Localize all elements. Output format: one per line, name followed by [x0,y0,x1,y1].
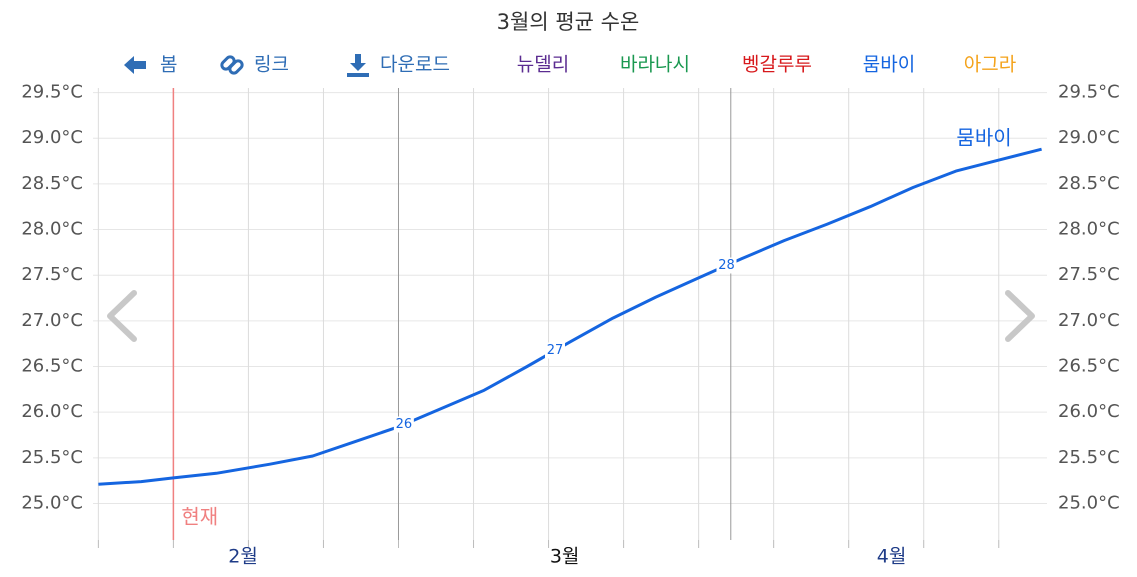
toolbar-label: 봄 [160,54,177,76]
legend-item[interactable]: 아그라 [964,54,1016,76]
toolbar-link[interactable]: 링크 [220,54,289,76]
legend-item[interactable]: 뭄바이 [863,54,915,76]
legend-item[interactable]: 벵갈루루 [742,54,812,76]
y2-tick-label: 25.5°C [1058,447,1120,468]
x-tick-label: 4월 [877,546,907,568]
y2-tick-label: 29.0°C [1058,127,1120,148]
y2-tick-label: 29.5°C [1058,82,1120,103]
y-tick-label: 26.0°C [21,401,83,422]
point-label-bg [393,416,414,433]
back-icon [124,56,146,74]
y2-tick-label: 28.0°C [1058,219,1120,240]
y-tick-label: 25.0°C [21,492,83,513]
plot-area: 25.0°C 25.0°C 25.5°C 25.5°C 26.0°C 26.0°C 26.5… [21,82,1119,568]
series-end-label: 뭄바이 [956,126,1011,150]
y2-tick-label: 28.5°C [1058,173,1120,194]
toolbar-back[interactable]: 봄 [124,54,177,76]
y-tick-label: 28.0°C [21,219,83,240]
y-tick-label: 29.0°C [21,127,83,148]
toolbar-label: 다운로드 [380,54,450,76]
legend-item[interactable]: 바라나시 [620,54,690,76]
y2-tick-label: 27.0°C [1058,310,1120,331]
y-tick-label: 25.5°C [21,447,83,468]
download-icon [347,54,369,77]
point-label-bg [716,257,737,274]
y-tick-label: 28.5°C [21,173,83,194]
y2-tick-label: 27.5°C [1058,264,1120,285]
y-tick-label: 29.5°C [21,82,83,103]
link-icon [220,55,244,75]
y-tick-label: 27.0°C [21,310,83,331]
point-label-bg [544,342,565,359]
legend-item[interactable]: 뉴델리 [517,54,569,76]
nav-prev[interactable] [107,290,137,342]
legend: 뉴델리 바라나시 벵갈루루 뭄바이 아그라 [517,54,1016,76]
toolbar-label: 링크 [254,54,289,76]
toolbar-download[interactable]: 다운로드 [347,54,450,78]
x-tick-label: 3월 [550,546,580,568]
y2-tick-label: 25.0°C [1058,492,1120,513]
line-series [98,147,1042,486]
chart-title: 3월의 평균 수온 [497,10,640,34]
y-tick-label: 27.5°C [21,264,83,285]
y2-tick-label: 26.0°C [1058,401,1120,422]
y2-tick-label: 26.5°C [1058,356,1120,377]
x-tick-label: 2월 [228,546,258,568]
now-label: 현재 [181,505,218,529]
point-label: 26 [396,417,413,432]
point-label: 27 [547,343,564,358]
y-tick-label: 26.5°C [21,356,83,377]
point-label: 28 [718,258,735,273]
nav-next[interactable] [1005,290,1035,342]
